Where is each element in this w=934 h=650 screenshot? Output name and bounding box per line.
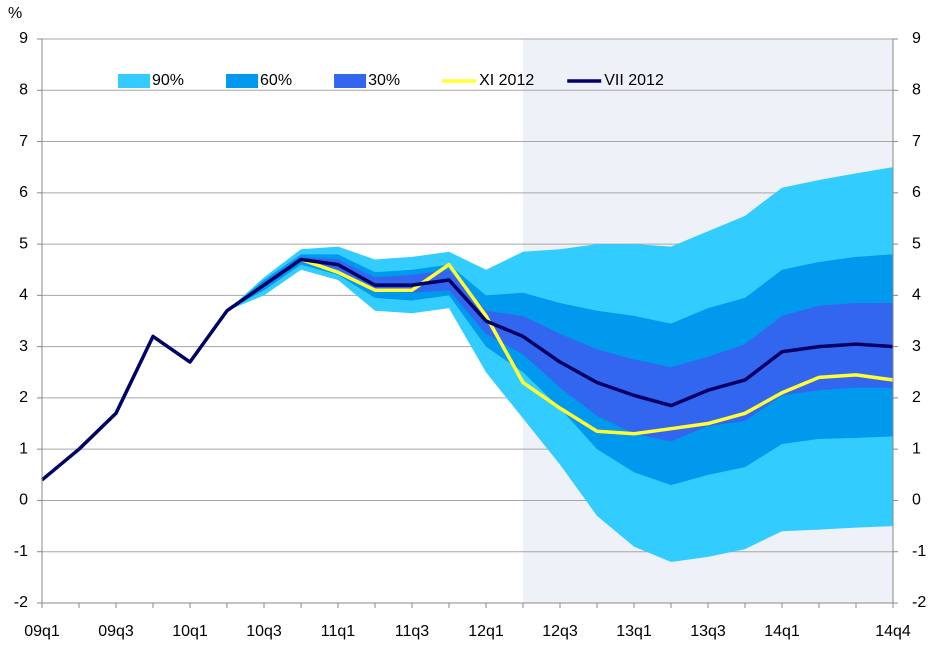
series-line xyxy=(40,257,894,482)
y-tick-label: 0 xyxy=(19,492,28,509)
y2-tick-label: -1 xyxy=(912,543,926,560)
y2-tick-label: 0 xyxy=(912,492,921,509)
y2-tick-label: 4 xyxy=(912,287,921,304)
legend-label: VII 2012 xyxy=(604,72,664,89)
x-tick-label: 11q1 xyxy=(321,623,356,640)
legend-label: 60% xyxy=(260,72,292,89)
legend-label: 30% xyxy=(368,72,400,89)
legend-swatch xyxy=(226,74,259,88)
x-tick-label: 09q3 xyxy=(98,623,134,640)
y-tick-label: 5 xyxy=(19,235,28,252)
legend-swatch xyxy=(334,74,367,88)
y-tick-label: 7 xyxy=(19,133,28,150)
y-tick-label: 2 xyxy=(19,389,28,406)
y2-tick-label: 2 xyxy=(912,389,921,406)
y2-tick-label: 7 xyxy=(912,133,921,150)
legend-label: 90% xyxy=(152,72,184,89)
x-tick-label: 12q1 xyxy=(468,623,504,640)
y2-tick-label: 1 xyxy=(912,440,921,457)
y-tick-label: 6 xyxy=(19,184,28,201)
y-tick-label: -1 xyxy=(14,543,28,560)
x-tick-label: 10q1 xyxy=(172,623,208,640)
x-tick-label: 12q3 xyxy=(542,623,578,640)
x-tick-label: 09q1 xyxy=(24,623,60,640)
y-axis-label: % xyxy=(8,5,22,22)
x-tick-label: 10q3 xyxy=(246,623,282,640)
y2-tick-label: 5 xyxy=(912,235,921,252)
y2-tick-label: 9 xyxy=(912,30,921,47)
x-tick-label: 13q3 xyxy=(690,623,726,640)
x-tick-label: 14q1 xyxy=(764,623,800,640)
y-tick-label: 3 xyxy=(19,338,28,355)
x-tick-label: 14q4 xyxy=(875,623,911,640)
legend-label: XI 2012 xyxy=(479,72,534,89)
fan-band xyxy=(227,256,893,442)
x-tick-label: 13q1 xyxy=(616,623,652,640)
y-tick-label: -2 xyxy=(14,594,28,611)
y2-tick-label: -2 xyxy=(912,594,926,611)
y-tick-label: 1 xyxy=(19,440,28,457)
y-tick-label: 4 xyxy=(19,287,28,304)
series-line xyxy=(300,257,894,436)
legend-swatch xyxy=(118,74,150,88)
y-tick-label: 8 xyxy=(19,81,28,98)
y2-tick-label: 6 xyxy=(912,184,921,201)
y-tick-label: 9 xyxy=(19,30,28,47)
x-tick-label: 11q3 xyxy=(395,623,430,640)
y2-tick-label: 3 xyxy=(912,338,921,355)
y2-tick-label: 8 xyxy=(912,81,921,98)
